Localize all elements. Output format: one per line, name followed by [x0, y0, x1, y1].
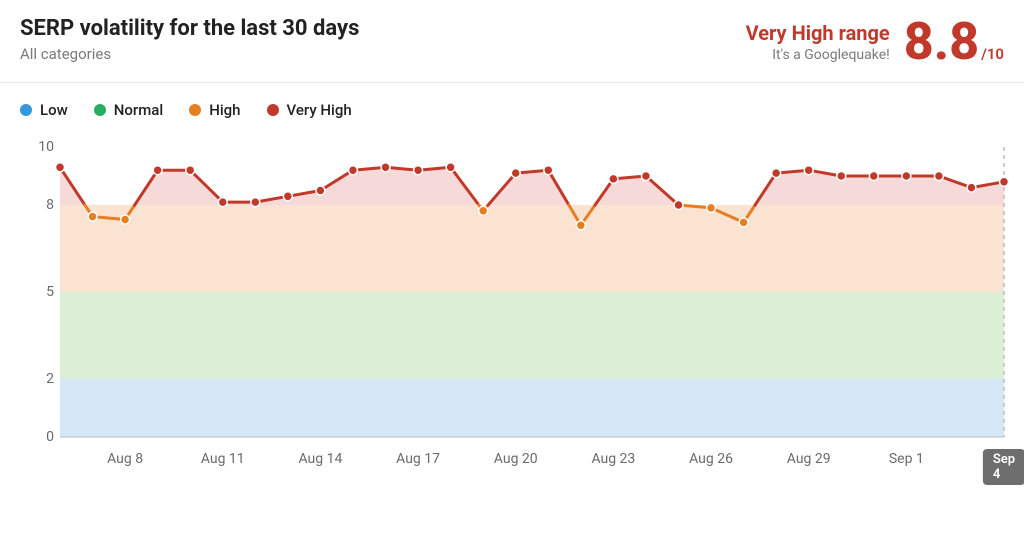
- status-tagline: It's a Googlequake!: [746, 47, 890, 63]
- x-tick-label: Aug 26: [689, 451, 733, 467]
- x-tick-label: Aug 14: [298, 451, 342, 467]
- legend: Low Normal High Very High: [0, 83, 1024, 127]
- x-tick-label: Aug 11: [201, 451, 245, 467]
- y-tick-label: 10: [32, 139, 54, 155]
- legend-dot-icon: [189, 104, 201, 116]
- status-text: Very High range It's a Googlequake!: [746, 21, 890, 63]
- legend-label: Normal: [114, 101, 163, 119]
- legend-label: Low: [40, 101, 68, 119]
- page-subtitle: All categories: [20, 45, 359, 63]
- y-tick-label: 0: [32, 429, 54, 445]
- score-suffix: /10: [981, 45, 1004, 63]
- legend-label: High: [209, 101, 240, 119]
- x-tick-label: Sep 1: [889, 451, 924, 467]
- legend-item: Low: [20, 101, 68, 119]
- x-tick-label: Aug 8: [107, 451, 143, 467]
- legend-dot-icon: [94, 104, 106, 116]
- y-tick-label: 8: [32, 197, 54, 213]
- x-tick-label: Aug 20: [494, 451, 538, 467]
- x-tick-label: Aug 17: [396, 451, 440, 467]
- y-tick-label: 5: [32, 284, 54, 300]
- legend-dot-icon: [267, 104, 279, 116]
- status-score: 8.8 /10: [904, 16, 1004, 68]
- volatility-chart: 0 2 5 8 10 Aug 8 Aug 11 Aug 14 Aug 17 Aug 20 Aug 2…: [0, 127, 1024, 517]
- x-tick-label: Aug 29: [787, 451, 831, 467]
- x-tick-label: Aug 23: [591, 451, 635, 467]
- status-range-label: Very High range: [746, 21, 890, 45]
- legend-item: Normal: [94, 101, 163, 119]
- header: SERP volatility for the last 30 days All…: [0, 0, 1024, 83]
- legend-label: Very High: [287, 101, 352, 119]
- legend-dot-icon: [20, 104, 32, 116]
- score-value: 8.8: [904, 16, 979, 68]
- x-tick-badge: Sep 4: [983, 449, 1024, 485]
- legend-item: Very High: [267, 101, 352, 119]
- legend-item: High: [189, 101, 240, 119]
- y-tick-label: 2: [32, 371, 54, 387]
- header-right: Very High range It's a Googlequake! 8.8 …: [746, 16, 1004, 68]
- header-left: SERP volatility for the last 30 days All…: [20, 16, 359, 63]
- page-title: SERP volatility for the last 30 days: [20, 16, 359, 41]
